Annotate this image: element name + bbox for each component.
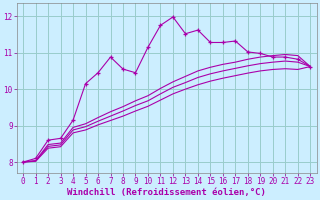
X-axis label: Windchill (Refroidissement éolien,°C): Windchill (Refroidissement éolien,°C) <box>67 188 266 197</box>
